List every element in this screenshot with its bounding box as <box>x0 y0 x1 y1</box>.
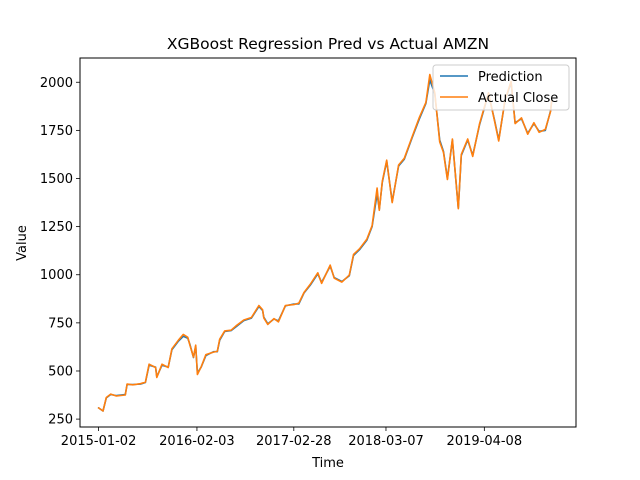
y-tick-label: 1250 <box>40 220 73 235</box>
y-tick-label: 1500 <box>40 172 73 187</box>
y-tick-label: 250 <box>48 413 73 428</box>
series-layer <box>97 73 553 412</box>
x-tick-label: 2017-02-28 <box>256 434 332 449</box>
plot-frame <box>79 57 577 428</box>
legend-label-prediction: Prediction <box>478 70 543 85</box>
x-axis-label: Time <box>311 456 344 471</box>
series-line-actual-close <box>97 73 553 412</box>
legend-label-actual-close: Actual Close <box>478 91 558 106</box>
y-tick-label: 1000 <box>40 268 73 283</box>
y-axis: 250 500 750 1000 1250 1500 1750 2000 <box>40 76 80 428</box>
x-tick-label: 2016-02-03 <box>159 434 235 449</box>
y-tick-label: 2000 <box>40 76 73 91</box>
x-tick-label: 2019-04-08 <box>447 434 523 449</box>
y-tick-label: 500 <box>48 364 73 379</box>
x-axis: 2015-01-02 2016-02-03 2017-02-28 2018-03-07… <box>61 427 522 449</box>
x-tick-label: 2018-03-07 <box>348 434 424 449</box>
chart-title: XGBoost Regression Pred vs Actual AMZN <box>167 35 489 53</box>
series-line-prediction <box>97 79 553 412</box>
y-tick-label: 750 <box>48 316 73 331</box>
y-axis-label: Value <box>15 225 30 261</box>
legend: Prediction Actual Close <box>432 64 570 111</box>
y-tick-label: 1750 <box>40 124 73 139</box>
x-tick-label: 2015-01-02 <box>61 434 137 449</box>
